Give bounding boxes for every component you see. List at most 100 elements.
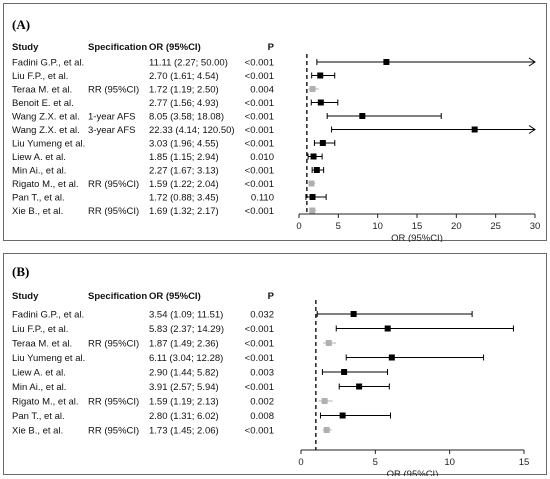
col-header-specification: Specification [88,42,147,53]
point-estimate-marker [356,383,363,390]
study-label: Pan T., et al. [12,411,65,422]
or-ci-label: 1.72 (1.19; 2.50) [149,85,219,96]
point-estimate-marker [309,86,316,92]
x-tick-label: 15 [412,221,423,232]
p-value-label: <0.001 [245,139,274,150]
study-label: Fadini G.P., et al. [12,58,84,69]
study-label: Wang Z.X. et al. [12,112,80,123]
x-tick-label: 30 [530,221,541,232]
point-estimate-marker [310,153,317,160]
specification-label: 1-year AFS [88,112,136,123]
col-header-or: OR (95%CI) [149,42,201,53]
x-tick-label: 25 [490,221,501,232]
x-tick-label: 0 [296,221,301,232]
panel-label-b: (B) [12,264,29,279]
ci-arrow [528,125,536,134]
study-label: Xie B., et al. [12,206,63,217]
point-estimate-marker [309,194,316,200]
study-label: Min Ai., et al. [12,166,66,177]
p-value-label: <0.001 [245,353,274,364]
x-tick-label: 10 [444,457,455,468]
or-ci-label: 1.87 (1.49; 2.36) [149,339,219,350]
or-ci-label: 2.27 (1.67; 3.13) [149,166,219,177]
or-ci-label: 3.03 (1.96; 4.55) [149,139,219,150]
p-value-label: 0.110 [251,193,274,204]
point-estimate-marker [321,398,328,404]
point-estimate-marker [384,325,391,332]
or-ci-label: 2.77 (1.56; 4.93) [149,98,219,109]
specification-label: RR (95%CI) [88,179,139,190]
or-ci-label: 3.54 (1.09; 11.51) [149,310,223,321]
specification-label: RR (95%CI) [88,339,139,350]
study-label: Benoit E. et al. [12,98,74,109]
p-value-label: <0.001 [245,125,274,136]
x-axis-title: OR (95%CI) [391,233,443,242]
forest-plot-a-svg: (A)Study Specification OR (95%CI) P0 5 10 15 20… [12,17,541,242]
p-value-label: 0.010 [250,152,274,163]
x-tick-label: 20 [451,221,462,232]
col-header-or: OR (95%CI) [149,291,201,302]
point-estimate-marker [383,59,390,65]
col-header-study: Study [12,291,39,302]
p-value-label: <0.001 [245,71,274,82]
point-estimate-marker [313,167,320,173]
ci-arrow [528,57,536,67]
x-tick-label: 5 [336,221,341,232]
p-value-label: <0.001 [245,426,274,437]
p-value-label: 0.002 [250,397,274,408]
col-header-specification: Specification [88,291,147,302]
or-ci-label: 1.59 (1.22; 2.04) [149,179,219,190]
study-label: Liu Yumeng et al. [12,139,85,150]
forest-panel-a: (A) Study Specification OR (95%CI) P 0 5 10 15 20… [3,3,547,242]
study-label: Min Ai., et al. [12,382,66,393]
p-value-label: 0.032 [250,310,274,321]
p-value-label: <0.001 [245,58,274,69]
or-ci-label: 1.69 (1.32; 2.17) [149,206,219,217]
specification-label: RR (95%CI) [88,206,139,217]
p-value-label: <0.001 [245,98,274,109]
point-estimate-marker [309,207,316,214]
specification-label: RR (95%CI) [88,426,139,437]
study-label: Rigato M., et al. [12,179,79,190]
or-ci-label: 11.11 (2.27; 50.00) [149,58,228,69]
p-value-label: 0.003 [250,368,274,379]
col-header-p: P [268,42,275,53]
study-label: Fadini G.P., et al. [12,310,84,321]
point-estimate-marker [317,99,324,106]
x-axis-title: OR (95%CI) [387,469,439,476]
or-ci-label: 1.73 (1.45; 2.06) [149,426,219,437]
p-value-label: <0.001 [245,166,274,177]
study-label: Xie B., et al. [12,426,63,437]
forest-panel-b: (B) Study Specification OR (95%CI) P 0 5 10 15 OR… [3,253,547,476]
col-header-p: P [268,291,275,302]
p-value-label: <0.001 [245,382,274,393]
or-ci-label: 1.59 (1.19; 2.13) [149,397,219,408]
study-label: Liu F.P., et al. [12,324,68,335]
specification-label: RR (95%CI) [88,85,139,96]
point-estimate-marker [359,113,366,119]
point-estimate-marker [317,72,324,79]
p-value-label: <0.001 [245,112,274,123]
specification-label: 3-year AFS [88,125,136,136]
study-label: Liew A. et al. [12,368,66,379]
study-label: Liu Yumeng et al. [12,353,85,364]
study-label: Teraa M. et al. [12,339,72,350]
p-value-label: <0.001 [245,179,274,190]
study-label: Liu F.P., et al. [12,71,68,82]
forest-plot-b-svg: (B)Study Specification OR (95%CI) P0 5 10 15OR… [12,264,529,476]
or-ci-label: 2.80 (1.31; 6.02) [149,411,219,422]
p-value-label: 0.008 [250,411,274,422]
point-estimate-marker [308,180,315,187]
p-value-label: <0.001 [245,206,274,217]
or-ci-label: 5.83 (2.37; 14.29) [149,324,224,335]
specification-label: RR (95%CI) [88,397,139,408]
point-estimate-marker [471,126,478,133]
or-ci-label: 22.33 (4.14; 120.50) [149,125,235,136]
panel-label-a: (A) [12,17,30,32]
study-label: Wang Z.X. et al. [12,125,80,136]
point-estimate-marker [388,354,395,361]
or-ci-label: 3.91 (2.57; 5.94) [149,382,219,393]
p-value-label: <0.001 [245,339,274,350]
x-tick-label: 10 [372,221,383,232]
or-ci-label: 1.72 (0.88; 3.45) [149,193,219,204]
